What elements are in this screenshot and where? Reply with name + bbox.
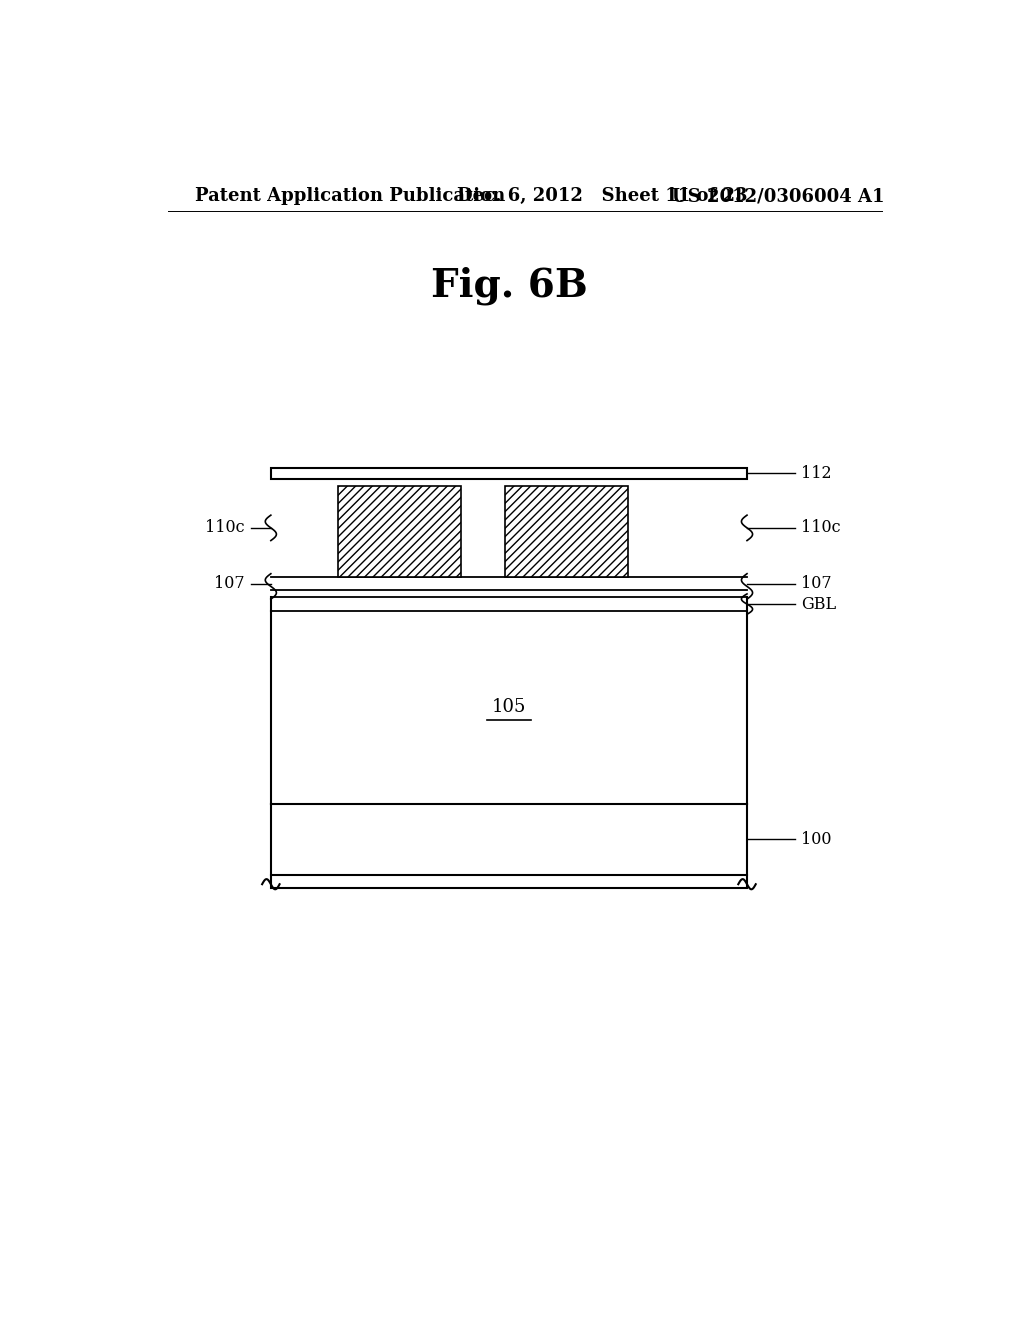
Text: 112: 112 [801,465,831,482]
Text: US 2012/0306004 A1: US 2012/0306004 A1 [672,187,884,205]
Bar [505,486,628,577]
Text: GBL: GBL [801,595,837,612]
Bar [270,469,748,479]
Text: 107: 107 [801,576,831,593]
Text: 110c: 110c [205,519,245,536]
Bar [270,875,748,888]
Text: 100: 100 [801,830,831,847]
Text: 110c: 110c [801,519,841,536]
Text: Dec. 6, 2012   Sheet 11 of 23: Dec. 6, 2012 Sheet 11 of 23 [458,187,748,205]
Text: 105: 105 [492,698,526,717]
Text: Fig. 6B: Fig. 6B [430,267,588,305]
Text: Patent Application Publication: Patent Application Publication [196,187,506,205]
Bar [338,486,462,577]
Text: 107: 107 [214,576,245,593]
